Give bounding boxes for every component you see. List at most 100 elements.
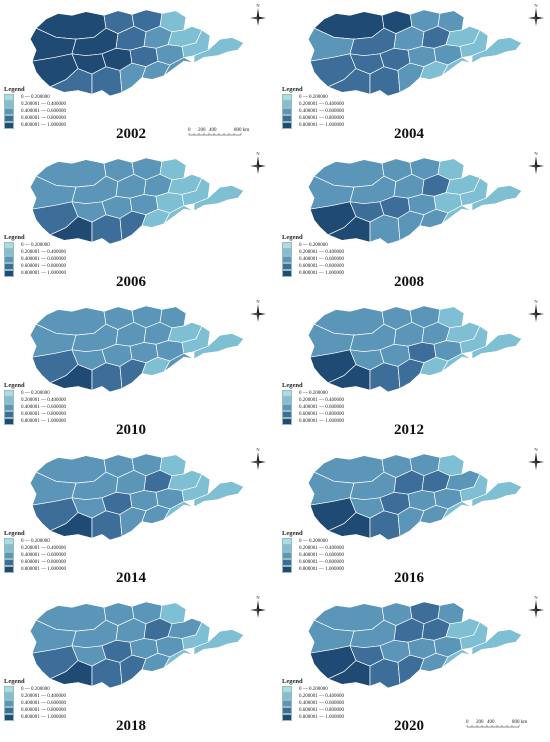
map-region	[459, 177, 489, 206]
legend-swatch	[4, 686, 14, 693]
legend-swatch	[282, 256, 292, 263]
map-outline	[307, 305, 523, 393]
map-outline	[307, 601, 523, 689]
legend: Legend 0 — 0.200000 0.200001 — 0.400000 0.4…	[4, 530, 66, 573]
north-label: N	[534, 595, 538, 600]
legend-swatch	[282, 115, 292, 122]
legend-label: 0 — 0.200000	[21, 687, 50, 692]
legend: Legend 0 — 0.200000 0.200001 — 0.400000 0.4…	[282, 530, 344, 573]
legend-title: Legend	[282, 678, 303, 685]
legend-label: 0.600001 — 0.800000	[21, 708, 66, 713]
legend-swatch	[282, 552, 292, 559]
legend-label: 0.600001 — 0.800000	[21, 116, 66, 121]
legend-swatch	[4, 411, 14, 418]
north-label: N	[256, 151, 260, 156]
legend-label: 0.600001 — 0.800000	[299, 116, 344, 121]
choropleth-map	[29, 157, 245, 245]
legend-entry: 0 — 0.200000	[4, 242, 66, 249]
legend-label: 0.600001 — 0.800000	[21, 412, 66, 417]
map-outline	[29, 157, 245, 245]
legend-title: Legend	[282, 382, 303, 389]
legend-swatch	[4, 404, 14, 411]
legend-label: 0.600001 — 0.800000	[299, 412, 344, 417]
legend-swatch	[4, 249, 14, 256]
legend-entry: 0 — 0.200000	[4, 538, 66, 545]
legend-swatch	[282, 404, 292, 411]
legend-swatch	[4, 397, 14, 404]
north-label: N	[534, 151, 538, 156]
legend-entry: 0 — 0.200000	[282, 242, 344, 249]
legend-label: 0 — 0.200000	[299, 539, 328, 544]
legend-label: 0.200001 — 0.400000	[299, 398, 344, 403]
legend: Legend 0 — 0.200000 0.200001 — 0.400000 0.4…	[282, 234, 344, 277]
legend-label: 0.600001 — 0.800000	[21, 560, 66, 565]
year-label: 2020	[394, 718, 424, 734]
legend-entry: 0.200001 — 0.400000	[4, 693, 66, 700]
legend-swatch	[282, 270, 292, 277]
legend-swatch	[282, 94, 292, 101]
north-label: N	[534, 3, 538, 8]
legend-entry: 0.200001 — 0.400000	[4, 249, 66, 256]
legend-title: Legend	[282, 530, 303, 537]
legend-label: 0.800001 — 1.000000	[21, 715, 66, 720]
legend-swatch	[282, 538, 292, 545]
north-arrow-icon: N	[528, 447, 544, 470]
legend-label: 0.600001 — 0.800000	[299, 708, 344, 713]
choropleth-map	[307, 601, 523, 689]
legend-entry: 0.600001 — 0.800000	[4, 411, 66, 418]
legend-entry: 0.800001 — 1.000000	[4, 418, 66, 425]
legend-entry: 0 — 0.200000	[4, 686, 66, 693]
north-label: N	[256, 595, 260, 600]
legend-entry: 0.400001 — 0.600000	[4, 552, 66, 559]
legend-title: Legend	[282, 86, 303, 93]
legend-entry: 0 — 0.200000	[282, 538, 344, 545]
legend-swatch	[4, 714, 14, 721]
legend-swatch	[282, 559, 292, 566]
map-region	[459, 29, 489, 58]
map-region	[181, 29, 211, 58]
legend: Legend 0 — 0.200000 0.200001 — 0.400000 0.4…	[4, 234, 66, 277]
map-region	[459, 621, 489, 650]
north-label: N	[256, 3, 260, 8]
north-label: N	[534, 299, 538, 304]
year-label: 2006	[116, 274, 146, 290]
map-panel-2018: N Legend 0 — 0.200000 0.200001 — 0.400000 0…	[0, 592, 275, 740]
legend-label: 0.200001 — 0.400000	[299, 250, 344, 255]
choropleth-map	[29, 601, 245, 689]
legend-label: 0.200001 — 0.400000	[299, 694, 344, 699]
svg-text:0: 0	[188, 128, 191, 133]
legend-swatch	[282, 242, 292, 249]
legend-label: 0.800001 — 1.000000	[299, 567, 344, 572]
legend-entry: 0.800001 — 1.000000	[4, 122, 66, 129]
legend-label: 0 — 0.200000	[21, 95, 50, 100]
svg-text:200: 200	[198, 128, 206, 133]
legend: Legend 0 — 0.200000 0.200001 — 0.400000 0.4…	[4, 86, 66, 129]
legend-label: 0 — 0.200000	[21, 391, 50, 396]
map-region	[181, 177, 211, 206]
legend-entry: 0.800001 — 1.000000	[282, 122, 344, 129]
svg-text:0: 0	[466, 720, 469, 725]
legend-swatch	[282, 122, 292, 129]
north-arrow-icon: N	[528, 151, 544, 174]
map-region	[459, 325, 489, 354]
choropleth-map	[29, 305, 245, 393]
legend-label: 0.800001 — 1.000000	[21, 419, 66, 424]
legend-label: 0 — 0.200000	[299, 687, 328, 692]
legend-entry: 0.800001 — 1.000000	[282, 714, 344, 721]
legend-entry: 0.600001 — 0.800000	[4, 707, 66, 714]
year-label: 2002	[116, 126, 146, 142]
legend-label: 0.600001 — 0.800000	[299, 560, 344, 565]
choropleth-map	[307, 453, 523, 541]
scale-bar: 0 200 400 800 km	[466, 720, 527, 728]
legend-entry: 0 — 0.200000	[282, 390, 344, 397]
legend-entry: 0 — 0.200000	[282, 686, 344, 693]
legend-label: 0.400001 — 0.600000	[299, 405, 344, 410]
legend: Legend 0 — 0.200000 0.200001 — 0.400000 0.4…	[4, 382, 66, 425]
legend-entry: 0.600001 — 0.800000	[282, 115, 344, 122]
legend-entry: 0.600001 — 0.800000	[4, 559, 66, 566]
map-panel-2014: N Legend 0 — 0.200000 0.200001 — 0.400000 0…	[0, 444, 275, 592]
north-arrow-icon: N	[528, 3, 544, 26]
legend-swatch	[4, 700, 14, 707]
legend-entry: 0.200001 — 0.400000	[282, 249, 344, 256]
legend-label: 0.200001 — 0.400000	[21, 250, 66, 255]
